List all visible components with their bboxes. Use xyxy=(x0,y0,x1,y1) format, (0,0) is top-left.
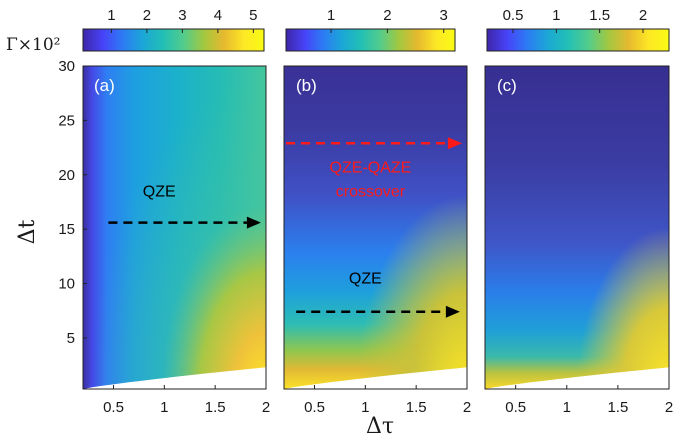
x-tick-label: 0.5 xyxy=(103,399,124,416)
annotation-arrow-head xyxy=(246,216,261,229)
colorbar-b xyxy=(285,28,456,52)
colorbar-tick-label: 3 xyxy=(178,7,186,24)
colorbar-tick-label: 4 xyxy=(214,7,222,24)
x-ticks-c: 0.5 1 1.5 2 xyxy=(505,385,673,416)
empty-region-c xyxy=(485,367,669,389)
annotation-arrow-head xyxy=(447,137,462,150)
x-tick-label: 2 xyxy=(262,399,270,416)
annotation-text: QZE-QAZE xyxy=(330,160,412,177)
colorbar-tick-label: 1 xyxy=(552,7,560,24)
panel-b: 1 2 3 0.5 1 1.5 2 (b) QZE-QAZE crossover QZE xyxy=(283,7,471,416)
x-tick-label: 0.5 xyxy=(505,399,526,416)
annotation-arrow-head xyxy=(445,305,460,318)
colorbar-a xyxy=(82,28,265,52)
x-tick-label: 1 xyxy=(160,399,168,416)
annotation-text: QZE xyxy=(143,184,176,201)
panel-c: 0.5 1 1.5 2 0.5 1 1.5 2 (c) xyxy=(484,7,673,416)
y-axis-label: Δt xyxy=(15,219,40,244)
y-tick-label: 25 xyxy=(58,112,75,129)
colorbar-tick-label: 2 xyxy=(639,7,647,24)
colorbar-c xyxy=(486,28,670,52)
annotations-a: QZE xyxy=(108,184,261,229)
x-tick-label: 0.5 xyxy=(304,399,325,416)
x-tick-label: 1 xyxy=(563,399,571,416)
panel-a: 1 2 3 4 5 0.5 1 1.5 2 5 10 15 20 25 30 (a) QZE xyxy=(58,7,270,416)
y-tick-label: 30 xyxy=(58,58,75,75)
colorbar-tick-label: 1 xyxy=(327,7,335,24)
empty-region-a xyxy=(83,367,266,389)
y-tick-label: 15 xyxy=(58,221,75,238)
annotation-text: QZE xyxy=(349,271,382,288)
panel-label-c: (c) xyxy=(497,76,517,95)
heatmap-overlay xyxy=(485,66,669,389)
x-tick-label: 1.5 xyxy=(607,399,628,416)
colorbar-tick-label: 2 xyxy=(383,7,391,24)
colorbar-tick-label: 0.5 xyxy=(503,7,524,24)
empty-region-b xyxy=(284,367,467,389)
x-tick-label: 1.5 xyxy=(205,399,226,416)
x-tick-label: 2 xyxy=(665,399,673,416)
x-tick-label: 1.5 xyxy=(406,399,427,416)
colorbar-tick-label: 2 xyxy=(143,7,151,24)
frame-b xyxy=(283,65,468,390)
panel-label-a: (a) xyxy=(94,76,115,95)
y-tick-label: 10 xyxy=(58,276,75,293)
colorbar-tick-label: 1 xyxy=(107,7,115,24)
x-ticks-b: 0.5 1 1.5 2 xyxy=(304,385,471,416)
colorbar-label: Γ×10² xyxy=(6,35,61,55)
y-tick-label: 20 xyxy=(58,167,75,184)
colorbar-b-ticks: 1 2 3 xyxy=(327,7,448,33)
colorbar-tick-label: 5 xyxy=(249,7,257,24)
heatmap-overlay xyxy=(83,66,266,389)
annotation-text: crossover xyxy=(336,184,406,201)
x-ticks-a: 0.5 1 1.5 2 xyxy=(103,385,270,416)
frame-a xyxy=(82,65,267,390)
y-tick-label: 5 xyxy=(67,330,75,347)
y-ticks-a: 5 10 15 20 25 30 xyxy=(58,58,87,347)
colorbar-c-ticks: 0.5 1 1.5 2 xyxy=(503,7,647,33)
frame-c xyxy=(484,65,670,390)
colorbar-tick-label: 1.5 xyxy=(589,7,610,24)
heatmap-overlay xyxy=(284,66,467,389)
annotations-b: QZE-QAZE crossover QZE xyxy=(286,137,462,318)
colorbar-a-ticks: 1 2 3 4 5 xyxy=(107,7,258,33)
x-tick-label: 1 xyxy=(361,399,369,416)
x-tick-label: 2 xyxy=(463,399,471,416)
x-axis-label: Δτ xyxy=(366,414,394,439)
panel-label-b: (b) xyxy=(296,76,317,95)
colorbar-tick-label: 3 xyxy=(440,7,448,24)
